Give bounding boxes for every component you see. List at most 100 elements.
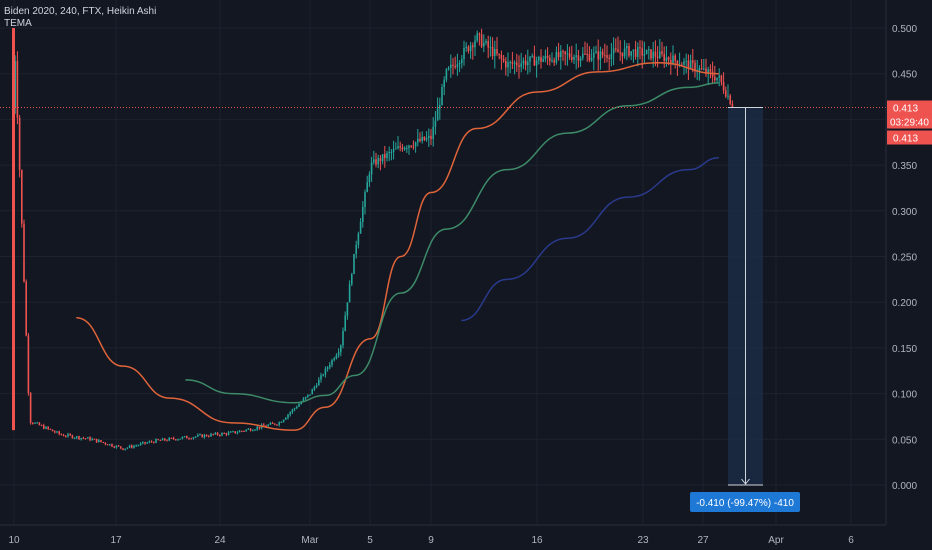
- candle-down: [223, 433, 225, 435]
- candle-down: [628, 46, 630, 56]
- candle-up: [342, 330, 344, 346]
- candle-down: [502, 58, 505, 61]
- candle-down: [700, 68, 703, 70]
- candle-up: [291, 409, 294, 413]
- candle-up: [542, 59, 544, 62]
- time-axis[interactable]: 10 17 24 Mar 5 9 16 23 27 Apr 6: [8, 535, 854, 546]
- candle-down: [670, 59, 672, 65]
- price-tick-label: 0.350: [892, 161, 917, 172]
- candle-down: [412, 146, 415, 148]
- candle-down: [586, 53, 588, 55]
- candle-up: [329, 364, 331, 368]
- candle-down: [516, 62, 518, 66]
- candle-down: [588, 54, 591, 61]
- chart-legend: Biden 2020, 240, FTX, Heikin Ashi TEMA: [4, 6, 156, 30]
- candle-up: [623, 48, 626, 57]
- candle-down: [16, 61, 19, 118]
- candle-up: [161, 438, 164, 441]
- candle-down: [27, 335, 30, 393]
- candle-up: [381, 154, 384, 162]
- candle-down: [38, 422, 41, 426]
- candle-down: [159, 440, 162, 442]
- candle-up: [377, 158, 379, 165]
- candle-up: [612, 48, 615, 54]
- last-price-label: 0.413: [893, 104, 918, 115]
- candle-up: [364, 192, 366, 207]
- candle-up: [135, 445, 137, 447]
- candle-down: [518, 65, 520, 67]
- candle-down: [654, 51, 657, 57]
- candle-up: [727, 95, 729, 97]
- candle-down: [243, 430, 245, 432]
- candle-up: [67, 434, 69, 437]
- candle-down: [419, 138, 421, 142]
- candle-up: [703, 68, 705, 70]
- candle-down: [225, 433, 228, 435]
- candle-up: [474, 40, 476, 48]
- indicator-label[interactable]: TEMA: [4, 18, 32, 29]
- candle-up: [507, 62, 509, 68]
- candle-down: [650, 49, 652, 59]
- candle-down: [60, 434, 63, 436]
- candle-up: [311, 389, 313, 395]
- candle-up: [76, 436, 78, 438]
- candle-up: [313, 386, 316, 390]
- candle-up: [168, 437, 170, 441]
- candle-up: [148, 441, 151, 443]
- candle-up: [489, 46, 492, 48]
- candle-down: [164, 438, 166, 441]
- candle-down: [144, 442, 146, 444]
- candle-down: [65, 436, 67, 438]
- candle-up: [593, 52, 595, 59]
- candle-up: [14, 61, 16, 108]
- candle-down: [384, 154, 386, 159]
- candle-up: [436, 108, 439, 121]
- measure-tool[interactable]: -0.410 (-99.47%) -410: [690, 107, 800, 512]
- candle-down: [190, 438, 192, 440]
- candle-up: [296, 406, 298, 409]
- candle-down: [524, 60, 527, 66]
- candle-up: [485, 41, 487, 43]
- candle-down: [43, 425, 45, 429]
- candle-down: [491, 46, 494, 57]
- candle-down: [93, 438, 96, 440]
- candle-down: [111, 444, 113, 447]
- candle-up: [73, 437, 76, 439]
- candle-up: [689, 60, 692, 69]
- candle-up: [34, 422, 36, 424]
- candle-down: [40, 425, 43, 427]
- candle-up: [56, 431, 58, 433]
- candle-up: [648, 49, 650, 51]
- symbol-title[interactable]: Biden 2020, 240, FTX, Heikin Ashi: [4, 6, 157, 17]
- candle-down: [714, 76, 716, 81]
- candle-down: [58, 431, 60, 435]
- candle-down: [722, 82, 725, 91]
- candle-down: [32, 422, 34, 424]
- candle-up: [672, 55, 674, 65]
- candle-up: [683, 61, 685, 65]
- candle-up: [304, 396, 307, 399]
- candle-up: [298, 404, 300, 407]
- candle-up: [194, 436, 197, 438]
- candle-down: [615, 48, 617, 50]
- candle-up: [335, 355, 338, 359]
- candle-up: [535, 60, 538, 66]
- candle-down: [661, 51, 663, 54]
- candle-up: [256, 426, 258, 430]
- candle-down: [692, 60, 694, 63]
- candle-down: [106, 444, 109, 446]
- countdown-label: 03:29:40: [890, 118, 929, 129]
- candle-down: [18, 117, 21, 170]
- candle-up: [98, 440, 100, 443]
- candle-down: [157, 439, 159, 441]
- time-tick-label: 9: [428, 535, 434, 546]
- candle-down: [216, 432, 219, 435]
- candle-up: [428, 135, 430, 138]
- time-tick-label: 24: [214, 535, 226, 546]
- candle-down: [29, 392, 32, 423]
- candle-up: [128, 445, 131, 448]
- candle-down: [84, 438, 87, 440]
- candle-up: [599, 51, 602, 60]
- candle-down: [271, 423, 274, 425]
